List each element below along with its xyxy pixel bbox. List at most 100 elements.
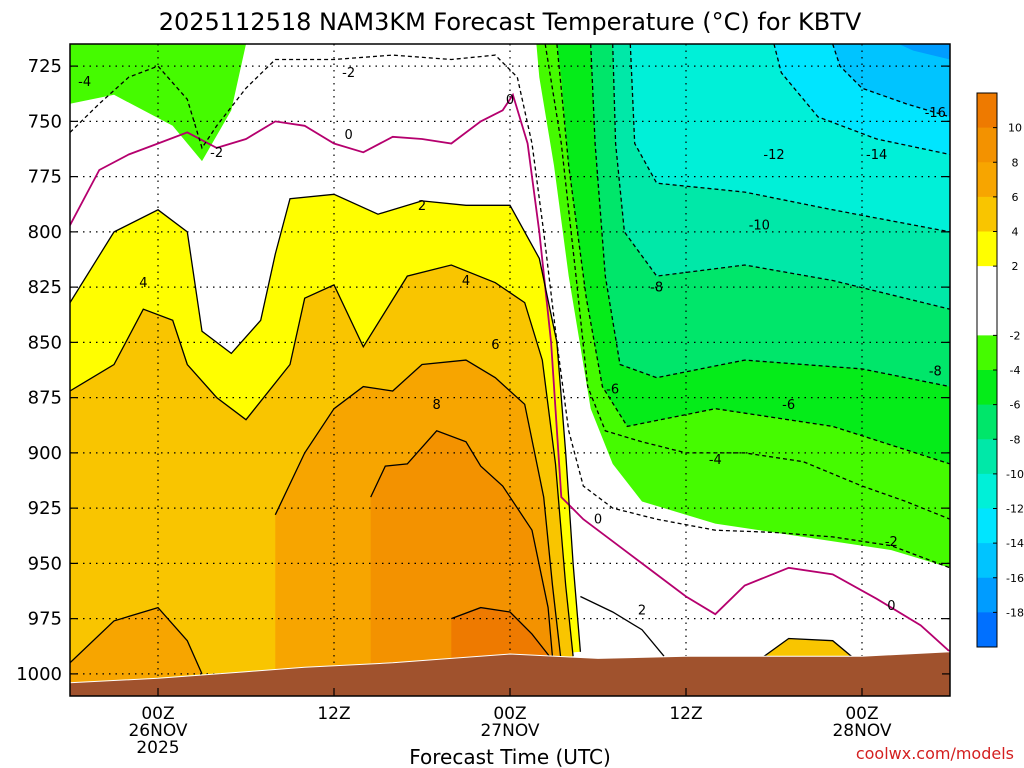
y-tick-label: 850 xyxy=(28,332,62,353)
colorbar-band xyxy=(977,370,997,406)
x-tick-label: 00Z xyxy=(845,704,878,724)
contour-label: 0 xyxy=(887,599,895,614)
colorbar-tick-label: -6 xyxy=(1010,399,1021,412)
sub-6-left xyxy=(70,607,202,685)
colorbar-band xyxy=(977,473,997,509)
contour-label: -2 xyxy=(342,66,355,81)
contour-label: -2 xyxy=(885,535,898,550)
x-tick-label: 12Z xyxy=(669,704,702,724)
colorbar-tick-label: -14 xyxy=(1006,537,1024,550)
chart-title: 2025112518 NAM3KM Forecast Temperature (… xyxy=(159,8,862,36)
colorbar-tick-label: -10 xyxy=(1006,468,1024,481)
credit-text: coolwx.com/models xyxy=(856,744,1014,763)
y-tick-label: 875 xyxy=(28,388,62,409)
colorbar-tick-label: -12 xyxy=(1006,503,1024,516)
colorbar-band xyxy=(977,543,997,579)
sub-minus-18 xyxy=(898,44,950,60)
colorbar-band xyxy=(977,300,997,336)
colorbar-band xyxy=(977,439,997,475)
contour-label: 0 xyxy=(506,93,514,108)
colorbar-tick-label: -16 xyxy=(1006,572,1024,585)
colorbar-tick-label: -4 xyxy=(1010,364,1021,377)
x-tick-label: 26NOV xyxy=(128,721,187,741)
contour-line xyxy=(274,359,562,663)
contour-line xyxy=(590,44,950,388)
colorbar-tick-label: 2 xyxy=(1012,260,1019,273)
colorbar-band xyxy=(977,266,997,302)
colorbar-band xyxy=(977,93,997,129)
colorbar-tick-label: -18 xyxy=(1006,606,1024,619)
x-tick-label: 12Z xyxy=(317,704,350,724)
contour-line xyxy=(832,44,950,118)
contour-line xyxy=(370,430,555,674)
contour-label: 2 xyxy=(418,199,426,214)
sub-minus-16 xyxy=(832,44,950,117)
colorbar-band xyxy=(977,127,997,163)
contour-line xyxy=(70,92,950,653)
contour-label: -8 xyxy=(929,365,942,380)
contour-label: -6 xyxy=(782,398,795,413)
contour-label: -4 xyxy=(709,453,722,468)
colorbar-band xyxy=(977,162,997,198)
contour-label: 2 xyxy=(638,603,646,618)
x-tick-label: 2025 xyxy=(136,738,179,758)
contour-line xyxy=(629,44,950,233)
contour-line xyxy=(751,637,863,666)
x-tick-label: 00Z xyxy=(493,704,526,724)
y-tick-label: 775 xyxy=(28,167,62,188)
colorbar-band xyxy=(977,196,997,232)
colorbar-tick-label: 6 xyxy=(1012,191,1019,204)
contour-line xyxy=(544,44,950,520)
colorbar-tick-label: 8 xyxy=(1012,156,1019,169)
colorbar-band xyxy=(977,508,997,544)
contour-label: 4 xyxy=(139,276,147,291)
contour-line xyxy=(70,193,582,652)
colorbar-tick-label: -2 xyxy=(1010,329,1021,342)
contour-label: -16 xyxy=(925,106,946,121)
colorbar-band xyxy=(977,404,997,440)
contour-line xyxy=(70,54,950,569)
y-tick-label: 800 xyxy=(28,222,62,243)
contour-line xyxy=(451,606,552,659)
y-tick-label: 1000 xyxy=(16,664,62,685)
x-tick-label: 28NOV xyxy=(832,721,891,741)
colorbar-band xyxy=(977,612,997,648)
x-axis-label: Forecast Time (UTC) xyxy=(409,745,611,768)
contour-label: -6 xyxy=(606,382,619,397)
contour-label: -4 xyxy=(78,75,91,90)
y-tick-label: 825 xyxy=(28,277,62,298)
contour-line xyxy=(612,44,950,310)
y-tick-label: 725 xyxy=(28,56,62,77)
contour-label: 8 xyxy=(433,398,441,413)
contour-label: -12 xyxy=(763,148,784,163)
colorbar-tick-label: -8 xyxy=(1010,433,1021,446)
colorbar-band xyxy=(977,231,997,267)
contour-label: 4 xyxy=(462,274,470,289)
contour-label: -2 xyxy=(210,146,223,161)
contour-line xyxy=(580,595,665,657)
contour-label: 0 xyxy=(345,128,353,143)
terrain-ground xyxy=(70,651,950,696)
colorbar-tick-label: 10 xyxy=(1008,122,1022,135)
colorbar-tick-label: 4 xyxy=(1012,226,1019,239)
contour-label: 0 xyxy=(594,513,602,528)
contour-line xyxy=(556,44,950,465)
colorbar-band xyxy=(977,577,997,613)
plot-area: -4 -2 -2 0 0 2 4 4 6 8 0 2 -6 -8 -10 -12 -14 -16 -8 -6 -4 -2 0 xyxy=(70,44,950,696)
colorbar-band xyxy=(977,335,997,371)
contour-line xyxy=(773,44,950,156)
y-tick-label: 900 xyxy=(28,443,62,464)
y-tick-label: 925 xyxy=(28,498,62,519)
contour-line xyxy=(70,264,574,657)
y-tick-label: 750 xyxy=(28,111,62,132)
y-tick-label: 975 xyxy=(28,609,62,630)
contour-line xyxy=(70,606,203,675)
contour-label: -8 xyxy=(650,281,663,296)
sub-10 xyxy=(451,607,552,670)
contour-label: -14 xyxy=(866,148,887,163)
contour-label: 6 xyxy=(491,338,499,353)
x-tick-label: 00Z xyxy=(141,704,174,724)
y-tick-label: 950 xyxy=(28,553,62,574)
x-tick-label: 27NOV xyxy=(480,721,539,741)
